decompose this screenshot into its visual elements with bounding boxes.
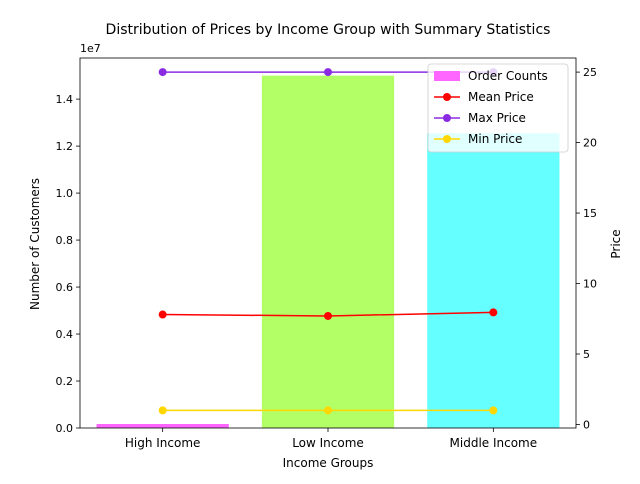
legend-swatch-order-counts [434,71,460,81]
y-tick-label: 1.0 [56,187,74,200]
x-tick-label: Low Income [292,436,364,450]
legend-label: Mean Price [468,90,534,104]
y2-tick-label: 15 [583,207,597,220]
legend-label: Min Price [468,132,522,146]
y2-axis-label: Price [609,229,623,258]
y2-tick-label: 5 [583,348,590,361]
bar-low-income [261,75,395,428]
y2-tick-label: 10 [583,278,597,291]
series-point-mean-price [324,311,332,320]
bars-group [96,75,560,428]
legend-swatch-marker [443,93,451,101]
legend-label: Order Counts [468,69,548,83]
legend-swatch-marker [443,114,451,122]
series-point-max-price [324,68,332,77]
series-point-mean-price [158,310,167,319]
y-axis-multiplier: 1e7 [80,42,101,55]
x-axis-label: Income Groups [283,456,374,470]
y2-tick-label: 0 [583,418,590,431]
legend-box [427,63,569,153]
y-axis-label: Number of Customers [28,178,42,310]
series-point-min-price [158,406,167,415]
y2-tick-label: 25 [583,66,597,79]
x-tick-label: High Income [125,436,201,450]
legend-swatch-marker [443,135,451,143]
series-point-min-price [324,406,332,415]
y-tick-label: 0.8 [56,234,74,247]
legend: Order Counts Mean Price Max Price Min Price [427,63,569,153]
x-tick-label: Middle Income [450,436,538,450]
y-tick-label: 0.0 [56,422,74,435]
axes-group: 0.0 0.2 0.4 0.6 0.8 1.0 1.2 1.4 0 5 10 15 20 25 High I… [56,57,597,450]
bar-middle-income [427,133,560,428]
legend-label: Max Price [468,111,526,125]
series-point-max-price [158,68,167,77]
series-point-min-price [489,406,498,415]
bar-high-income [96,424,229,428]
y2-tick-label: 20 [583,137,597,150]
y-tick-label: 0.2 [56,375,74,388]
chart-title: Distribution of Prices by Income Group w… [106,22,551,38]
y-tick-label: 1.2 [56,140,74,153]
y-tick-label: 0.6 [56,281,74,294]
y-tick-label: 0.4 [56,328,74,341]
y-tick-label: 1.4 [56,93,74,106]
series-point-mean-price [489,308,498,317]
